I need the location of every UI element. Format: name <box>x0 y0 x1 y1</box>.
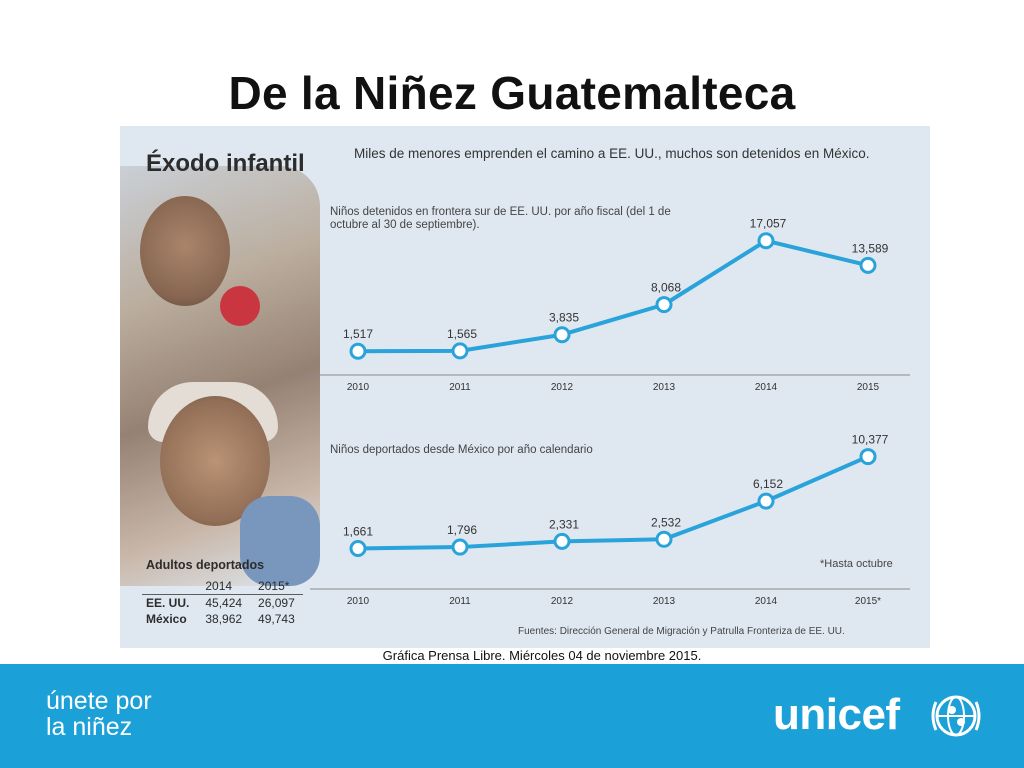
line-charts: 1,517 2010 1,565 2011 3,835 2012 8,068 2013 17,0… <box>310 217 910 607</box>
table-header-2014: 2014 <box>197 578 251 595</box>
chart2-tick-label: 2014 <box>755 596 778 607</box>
chart2-data-label: 10,377 <box>852 433 889 447</box>
row-label-mexico: México <box>146 612 187 626</box>
infographic-title: Éxodo infantil <box>146 150 305 177</box>
chart1-point <box>349 342 367 360</box>
chart1-data-label: 13,589 <box>852 241 889 255</box>
table-row: EE. UU. 45,424 26,097 <box>142 595 303 612</box>
chart1-tick-label: 2013 <box>653 382 676 393</box>
chart2-point <box>553 532 571 550</box>
chart1-title: Niños detenidos en frontera sur de EE. U… <box>330 206 671 231</box>
sources: Fuentes: Dirección General de Migración … <box>518 626 845 637</box>
chart1-tick-label: 2015 <box>857 382 880 393</box>
chart1-series-line <box>357 238 869 354</box>
chart2-title: Niños deportados desde México por año ca… <box>330 444 593 456</box>
chart2-tick-label: 2015* <box>855 596 881 607</box>
table-header-2015: 2015* <box>250 578 303 595</box>
chart1-tick-label: 2014 <box>755 382 778 393</box>
chart1-data-label: 17,057 <box>750 217 787 231</box>
cell-mexico-2014: 38,962 <box>205 612 243 626</box>
chart2-point <box>859 448 877 466</box>
chart2-point <box>349 539 367 557</box>
slogan-line-1: únete por <box>46 687 152 715</box>
row-label-eeuu: EE. UU. <box>146 596 190 610</box>
chart1-tick-label: 2012 <box>551 382 574 393</box>
chart1-point <box>757 232 775 250</box>
table-header-blank <box>142 578 198 595</box>
cell-eeuu-2014: 45,424 <box>205 596 243 610</box>
chart2-data-label: 2,532 <box>651 515 681 529</box>
chart2-series-line <box>357 454 869 551</box>
infographic: Éxodo infantil Miles de menores emprende… <box>120 126 930 648</box>
children-photo <box>120 166 320 586</box>
footer-bar: únete por la niñez unicef <box>0 664 1024 768</box>
child-jacket <box>240 496 320 586</box>
chart2-point <box>655 530 673 548</box>
chart2-data-label: 1,661 <box>343 524 373 538</box>
red-object <box>220 286 260 326</box>
unicef-emblem-icon <box>931 695 981 737</box>
cell-mexico-2015: 49,743 <box>258 612 295 626</box>
cell-eeuu-2015: 26,097 <box>258 596 295 610</box>
chart1-point <box>451 342 469 360</box>
chart2-tick-label: 2011 <box>449 596 471 607</box>
chart1-tick-label: 2011 <box>449 382 471 393</box>
chart2-tick-label: 2012 <box>551 596 574 607</box>
chart1-point <box>655 296 673 314</box>
chart2-point <box>757 492 775 510</box>
chart1-point <box>859 256 877 274</box>
slide-caption: Gráfica Prensa Libre. Miércoles 04 de no… <box>382 648 702 663</box>
chart2-data-label: 1,796 <box>447 523 477 537</box>
slogan-line-2: la niñez <box>46 713 133 741</box>
adults-deported-table: 2014 2015* EE. UU. 45,424 26,097 México … <box>142 578 303 627</box>
footnote: *Hasta octubre <box>820 558 893 570</box>
chart1-data-label: 1,565 <box>447 327 477 341</box>
unicef-logo-text: unicef <box>773 690 900 739</box>
chart1-point <box>553 326 571 344</box>
chart2-data-label: 6,152 <box>753 477 783 491</box>
table-row: México 38,962 49,743 <box>142 611 303 627</box>
chart2-tick-label: 2013 <box>653 596 676 607</box>
chart2-tick-label: 2010 <box>347 596 370 607</box>
woman-face <box>140 196 230 306</box>
slide-title: De la Niñez Guatemalteca <box>228 67 796 119</box>
chart2-point <box>451 538 469 556</box>
footer-slogan: únete por la niñez <box>46 688 152 740</box>
chart1-data-label: 1,517 <box>343 327 373 341</box>
chart1-tick-label: 2010 <box>347 382 370 393</box>
adults-table-title: Adultos deportados <box>146 558 265 572</box>
infographic-headline: Miles de menores emprenden el camino a E… <box>354 146 870 161</box>
chart2-data-label: 2,331 <box>549 517 579 531</box>
chart1-data-label: 3,835 <box>549 311 579 325</box>
chart1-data-label: 8,068 <box>651 281 681 295</box>
